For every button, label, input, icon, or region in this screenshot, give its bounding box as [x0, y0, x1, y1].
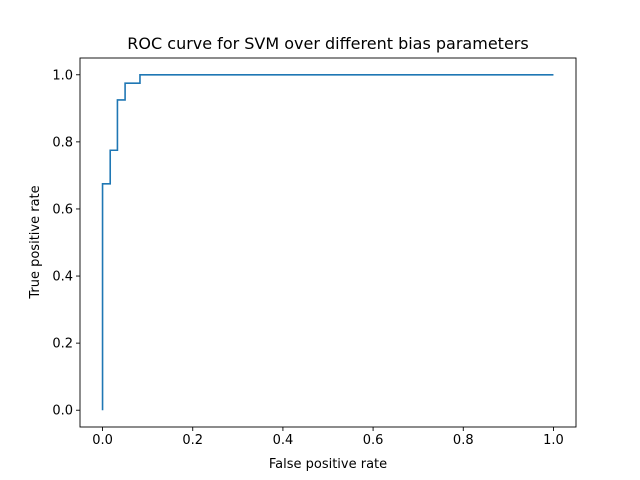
y-tick-label: 0.4 [52, 270, 73, 285]
x-tick-label: 0.8 [453, 433, 474, 448]
y-tick-label: 1.0 [52, 68, 73, 83]
y-tick-label: 0.0 [52, 404, 73, 419]
y-tick-label: 0.2 [52, 337, 73, 352]
chart-title: ROC curve for SVM over different bias pa… [127, 34, 528, 53]
x-tick-label: 0.2 [182, 433, 203, 448]
x-tick-label: 0.0 [92, 433, 113, 448]
x-axis-label: False positive rate [269, 457, 387, 472]
x-tick-label: 0.4 [273, 433, 294, 448]
plot-frame [79, 57, 577, 428]
roc-series-line [101, 73, 554, 411]
plot-area: 0.0 0.2 0.4 0.6 0.8 1.0 0.0 0.2 0.4 0.6 0.8 1.0 [52, 57, 577, 448]
x-tick-label: 0.6 [363, 433, 384, 448]
y-tick-label: 0.6 [52, 202, 73, 217]
y-axis-label: True positive rate [28, 185, 43, 299]
y-tick-label: 0.8 [52, 135, 73, 150]
x-tick-label: 1.0 [543, 433, 564, 448]
